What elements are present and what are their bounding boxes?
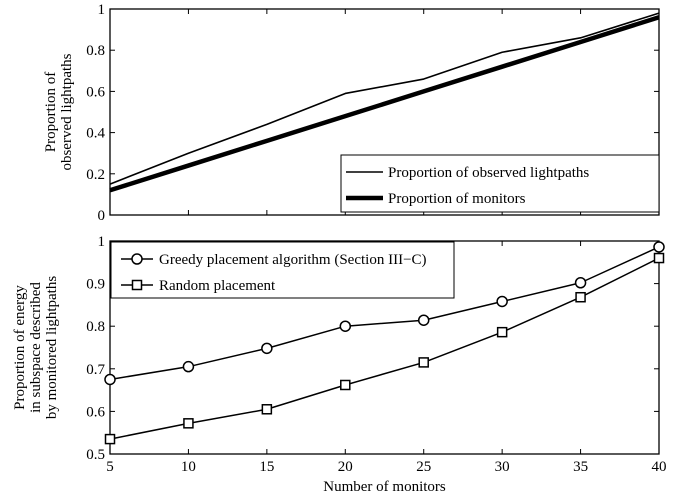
y-axis-label: Proportion of energy [12,285,28,410]
series-line-1 [109,246,660,381]
plot-area-frame [109,8,660,216]
y-axis-label: by monitored lightpaths [44,276,60,419]
y-tick-label: 0.8 [86,319,105,335]
x-tick-label: 35 [573,459,588,475]
y-axis-label: Proportion of [43,72,59,152]
y-tick-label: 0.9 [86,277,105,293]
y-tick-label: 0.2 [86,167,105,183]
legend-label-2: Random placement [159,278,276,294]
y-tick-label: 0.8 [86,43,105,59]
y-tick-label: 0.5 [86,447,105,463]
series-line-2 [109,257,660,440]
legend-marker-square [131,279,143,291]
y-tick-label: 1 [98,2,106,18]
y-tick-label: 0.4 [86,126,105,142]
data-point-square [575,291,586,303]
y-tick-label: 0 [98,208,106,224]
y-tick-label: 0.7 [86,362,105,378]
data-point-circle [653,241,665,253]
data-point-circle [574,276,587,289]
series-line-2 [109,15,660,193]
legend-label-1: Greedy placement algorithm (Section III−… [159,252,427,268]
data-point-circle [182,360,195,373]
y-tick-label: 0.6 [86,84,105,100]
data-point-square [496,326,508,338]
legend-label-2: Proportion of monitors [388,191,526,207]
y-tick-label: 1 [98,234,106,250]
bottom-chart-panel: 0.50.60.70.80.915 10 15 20 25 30 35 40Proportio… [12,234,667,495]
data-point-circle [104,373,116,386]
y-tick-label: 0.6 [86,404,105,420]
plot-area-frame [109,240,660,455]
x-tick-label: 30 [495,459,510,475]
x-tick-label: 40 [652,459,667,475]
x-tick-label: 10 [181,459,196,475]
legend-box [110,241,455,299]
y-axis-label: observed lightpaths [59,53,75,170]
legend: Greedy placement algorithm (Section III−… [110,241,455,299]
data-point-square [261,404,273,415]
data-point-circle [496,295,508,308]
data-point-square [653,252,665,264]
data-point-circle [339,320,352,332]
y-axis-label: in subspace described [28,282,44,413]
x-tick-label: 15 [259,459,274,475]
data-point-square [418,357,429,368]
data-point-circle [261,342,273,355]
x-axis-label: Number of monitors [323,479,446,495]
top-chart-panel: 0 0.2 0.4 0.6 0.8 1 Proportion of observed ligh… [43,2,660,224]
series-line-1 [109,12,660,185]
x-tick-label: 5 [106,459,114,475]
data-point-circle [417,314,430,326]
data-point-square [340,379,351,391]
data-point-square [104,433,116,445]
legend-marker-circle [131,253,143,265]
x-tick-label: 20 [338,459,353,475]
legend: Proportion of observed lightpaths Proport… [340,154,660,213]
legend-label-1: Proportion of observed lightpaths [388,165,589,181]
legend-box [340,154,660,213]
x-tick-label: 25 [416,459,431,475]
data-point-square [183,418,194,429]
